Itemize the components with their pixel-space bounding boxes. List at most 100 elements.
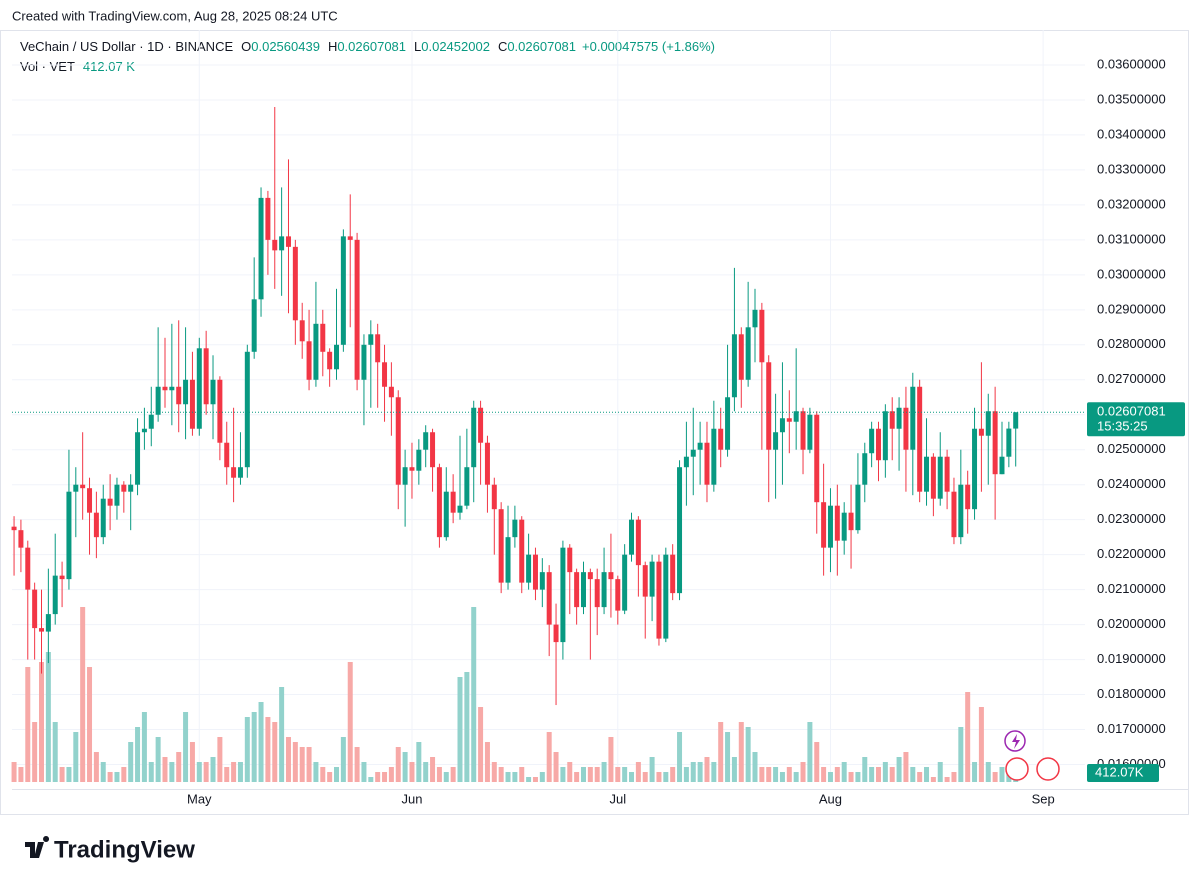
volume-legend-value: 412.07 K <box>83 59 135 74</box>
y-tick-label: 0.01700000 <box>1097 721 1166 736</box>
volume-bar <box>169 762 175 782</box>
volume-bar <box>87 667 93 782</box>
candle-body <box>320 323 326 352</box>
volume-bar <box>642 772 648 782</box>
volume-bar <box>450 767 456 782</box>
y-tick-label: 0.02200000 <box>1097 546 1166 561</box>
candle-body <box>478 407 484 443</box>
logo-text: TradingView <box>54 836 195 863</box>
ohlc-value: 0.02607081 <box>337 39 406 54</box>
candle-body <box>553 624 559 643</box>
candle-body <box>73 484 79 492</box>
volume-bar <box>587 767 593 782</box>
volume-bar <box>827 772 833 782</box>
volume-bar <box>779 772 785 782</box>
candle-body <box>635 519 641 566</box>
flag-icon[interactable] <box>1036 757 1060 781</box>
candle-body <box>807 414 813 450</box>
ohlc-value: 0.02560439 <box>251 39 320 54</box>
volume-bar <box>869 767 875 782</box>
volume-bar <box>882 762 888 782</box>
volume-bar <box>258 702 264 782</box>
volume-bar <box>539 772 545 782</box>
candle-body <box>258 197 264 300</box>
candle-body <box>718 428 724 450</box>
candle-body <box>594 579 600 608</box>
volume-bar <box>978 707 984 782</box>
y-tick-label: 0.02700000 <box>1097 371 1166 386</box>
candle-body <box>100 498 106 538</box>
volume-bar <box>128 742 134 782</box>
candle-body <box>704 442 710 485</box>
candle-body <box>711 428 717 485</box>
candle-body <box>203 348 209 405</box>
candle-body <box>409 467 415 471</box>
volume-bar <box>93 752 99 782</box>
x-tick-label: Sep <box>1032 791 1055 806</box>
candle-body <box>395 397 401 485</box>
volume-bar <box>244 717 250 782</box>
candle-body <box>313 323 319 380</box>
candle-body <box>759 309 765 363</box>
candle-body <box>889 411 895 429</box>
candle-body <box>189 379 195 429</box>
candle-body <box>11 526 17 531</box>
volume-bar <box>80 607 86 782</box>
candle-body <box>574 572 580 608</box>
volume-bar <box>231 762 237 782</box>
volume-bar <box>135 727 141 782</box>
volume-bar <box>807 722 813 782</box>
candle-body <box>834 505 840 541</box>
candle-body <box>107 498 113 506</box>
candle-body <box>814 414 820 503</box>
candle-body <box>629 519 635 555</box>
legend-row: Vol · VET 412.07 K <box>20 59 135 74</box>
volume-bar <box>738 722 744 782</box>
candle-body <box>292 246 298 321</box>
candle-body <box>285 236 291 247</box>
candle-body <box>951 491 957 538</box>
candle-body <box>663 554 669 639</box>
volume-bar <box>903 752 909 782</box>
volume-bar <box>217 737 223 782</box>
candle-body <box>999 456 1005 475</box>
candle-body <box>958 484 964 538</box>
y-tick-label: 0.01900000 <box>1097 651 1166 666</box>
volume-bar <box>100 762 106 782</box>
volume-bar <box>635 762 641 782</box>
ohlc-key: O <box>241 39 251 54</box>
candle-body <box>59 575 65 580</box>
candle-body <box>896 407 902 429</box>
candle-body <box>368 334 374 345</box>
candle-body <box>622 554 628 611</box>
candle-body <box>985 411 991 436</box>
candle-body <box>656 561 662 639</box>
volume-bar <box>141 712 147 782</box>
candle-body <box>430 432 436 468</box>
volume-bar <box>697 762 703 782</box>
candle-body <box>39 628 45 632</box>
volume-bar <box>937 762 943 782</box>
candle-body <box>141 428 147 433</box>
volume-bar <box>834 767 840 782</box>
candle-body <box>580 572 586 608</box>
ohlc-value: 0.02452002 <box>421 39 490 54</box>
change: +0.00047575 (+1.86%) <box>582 39 715 54</box>
candle-body <box>683 456 689 468</box>
volume-bar <box>677 732 683 782</box>
volume-bar <box>265 717 271 782</box>
volume-bar <box>526 777 532 782</box>
flag-icon[interactable] <box>1005 757 1029 781</box>
volume-bar <box>766 767 772 782</box>
candle-body <box>416 449 422 471</box>
candle-body <box>135 432 141 485</box>
y-tick-label: 0.02900000 <box>1097 301 1166 316</box>
candle-body <box>944 456 950 492</box>
y-tick-label: 0.02300000 <box>1097 511 1166 526</box>
candle-body <box>855 484 861 531</box>
x-tick-label: May <box>187 791 212 806</box>
x-tick-label: Aug <box>819 791 842 806</box>
candle-body <box>677 467 683 594</box>
candle-body <box>80 484 86 489</box>
volume-bar <box>484 742 490 782</box>
